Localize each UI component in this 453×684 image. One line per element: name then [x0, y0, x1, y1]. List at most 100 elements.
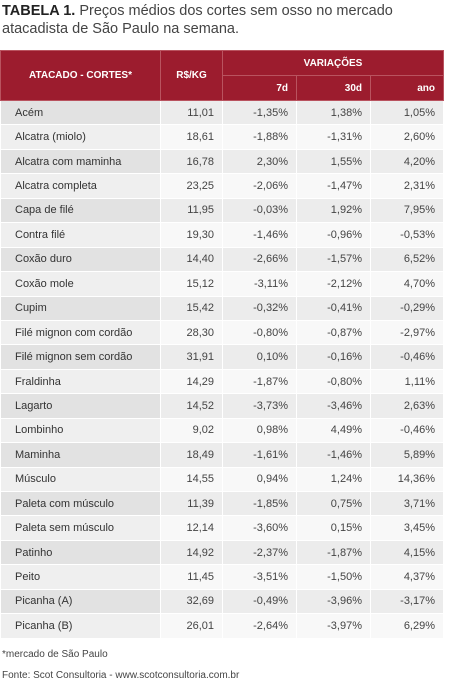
source: Fonte: Scot Consultoria - www.scotconsul… [2, 670, 240, 681]
cell: -0,53% [369, 222, 445, 248]
cell: -3,51% [222, 564, 297, 590]
cell: 0,94% [222, 466, 297, 493]
cell: -0,41% [296, 295, 371, 321]
cell: 9,02 [160, 417, 223, 444]
header-column: ano [369, 75, 445, 101]
table-row: Picanha (A) 32,69 -0,49% -3,96% -3,17% [0, 588, 445, 615]
cell: -1,35% [222, 99, 297, 126]
cell: 4,70% [369, 271, 445, 297]
header-column: 7d [222, 75, 297, 101]
table-row: Filé mignon sem cordão 31,91 0,10% -0,16% -0… [0, 344, 445, 370]
cut-name: Filé mignon sem cordão [0, 344, 161, 370]
cut-name: Paleta sem músculo [0, 515, 161, 541]
cell: 1,24% [296, 466, 371, 493]
cell: 0,75% [296, 490, 371, 517]
cell: -0,96% [296, 222, 371, 248]
cell: 6,52% [369, 246, 445, 273]
cell: 11,39 [160, 490, 223, 517]
cell: 1,05% [369, 99, 445, 126]
cell: 4,20% [369, 148, 445, 175]
table-row: Cupim 15,42 -0,32% -0,41% -0,29% [0, 295, 445, 321]
cell: 2,31% [369, 173, 445, 199]
cell: 23,25 [160, 173, 223, 199]
cut-name: Peito [0, 564, 161, 590]
cut-name: Coxão mole [0, 271, 161, 297]
cell: -0,03% [222, 197, 297, 224]
cell: -1,61% [222, 442, 297, 468]
cell: -1,87% [296, 539, 371, 566]
cell: -0,46% [369, 344, 445, 370]
cell: 11,01 [160, 99, 223, 126]
table-row: Músculo 14,55 0,94% 1,24% 14,36% [0, 466, 445, 493]
header-name: ATACADO - CORTES* [0, 50, 161, 101]
cell: -1,57% [296, 246, 371, 273]
cell: 16,78 [160, 148, 223, 175]
table-row: Coxão mole 15,12 -3,11% -2,12% 4,70% [0, 271, 445, 297]
cell: -0,29% [369, 295, 445, 321]
table-row: Coxão duro 14,40 -2,66% -1,57% 6,52% [0, 246, 445, 273]
cut-name: Coxão duro [0, 246, 161, 273]
cell: -0,49% [222, 588, 297, 615]
footnote: *mercado de São Paulo [2, 649, 108, 660]
cell: -0,46% [369, 417, 445, 444]
cell: 31,91 [160, 344, 223, 370]
cell: 3,71% [369, 490, 445, 517]
cell: 4,15% [369, 539, 445, 566]
table-row: Capa de filé 11,95 -0,03% 1,92% 7,95% [0, 197, 445, 224]
cell: 14,92 [160, 539, 223, 566]
cell: -1,46% [222, 222, 297, 248]
cell: -0,16% [296, 344, 371, 370]
cell: 1,38% [296, 99, 371, 126]
cell: -2,37% [222, 539, 297, 566]
cell: 4,37% [369, 564, 445, 590]
table-row: Paleta com músculo 11,39 -1,85% 0,75% 3,71% [0, 490, 445, 517]
table-row: Paleta sem músculo 12,14 -3,60% 0,15% 3,45% [0, 515, 445, 541]
cell: 18,61 [160, 124, 223, 150]
cut-name: Picanha (B) [0, 613, 161, 639]
cell: 4,49% [296, 417, 371, 444]
cell: 18,49 [160, 442, 223, 468]
cut-name: Alcatra com maminha [0, 148, 161, 175]
cut-name: Lagarto [0, 393, 161, 419]
header-group: VARIAÇÕES [221, 50, 445, 76]
cell: -2,97% [369, 319, 445, 346]
cell: 2,60% [369, 124, 445, 150]
cell: 14,40 [160, 246, 223, 273]
cell: 0,15% [296, 515, 371, 541]
table-row: Maminha 18,49 -1,61% -1,46% 5,89% [0, 442, 445, 468]
cut-name: Patinho [0, 539, 161, 566]
cell: 1,11% [369, 368, 445, 395]
header-column: 30d [296, 75, 371, 101]
cut-name: Capa de filé [0, 197, 161, 224]
table-row: Alcatra (miolo) 18,61 -1,88% -1,31% 2,60% [0, 124, 445, 150]
cell: 6,29% [369, 613, 445, 639]
cut-name: Fraldinha [0, 368, 161, 395]
cell: 1,92% [296, 197, 371, 224]
table-row: Contra filé 19,30 -1,46% -0,96% -0,53% [0, 222, 445, 248]
cell: -2,66% [222, 246, 297, 273]
cut-name: Paleta com músculo [0, 490, 161, 517]
cell: 14,55 [160, 466, 223, 493]
cell: 26,01 [160, 613, 223, 639]
cut-name: Contra filé [0, 222, 161, 248]
cell: 14,52 [160, 393, 223, 419]
cut-name: Músculo [0, 466, 161, 493]
cell: 19,30 [160, 222, 223, 248]
table-row: Lombinho 9,02 0,98% 4,49% -0,46% [0, 417, 445, 444]
cut-name: Alcatra completa [0, 173, 161, 199]
cut-name: Acém [0, 99, 161, 126]
cell: 0,10% [222, 344, 297, 370]
cell: -1,50% [296, 564, 371, 590]
cell: -1,47% [296, 173, 371, 199]
cell: 14,36% [369, 466, 445, 493]
cut-name: Lombinho [0, 417, 161, 444]
cell: 11,95 [160, 197, 223, 224]
cell: -3,97% [296, 613, 371, 639]
title-text: Preços médios dos cortes sem osso no mer… [2, 3, 393, 37]
cell: 5,89% [369, 442, 445, 468]
table-row: Lagarto 14,52 -3,73% -3,46% 2,63% [0, 393, 445, 419]
cell: 7,95% [369, 197, 445, 224]
table-row: Alcatra com maminha 16,78 2,30% 1,55% 4,20% [0, 148, 445, 175]
cell: 1,55% [296, 148, 371, 175]
